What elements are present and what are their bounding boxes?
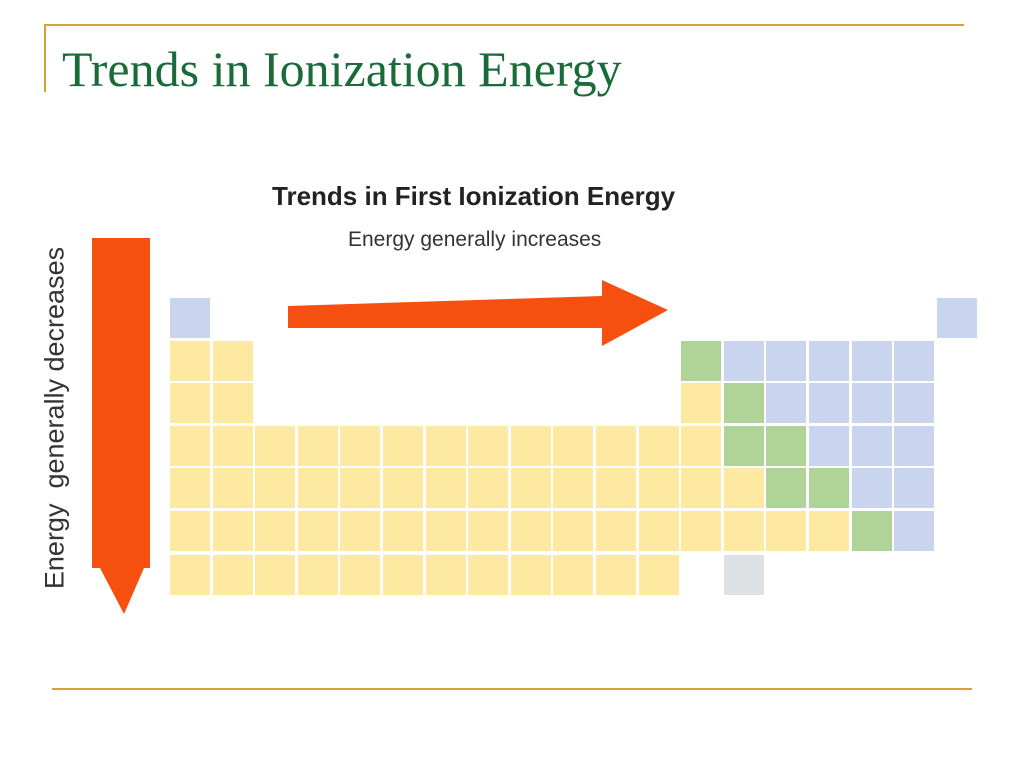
element-cell-yellow xyxy=(510,511,551,551)
figure-title: Trends in First Ionization Energy xyxy=(272,181,676,211)
element-cell-yellow xyxy=(638,511,679,551)
horizontal-trend-label: Energy generally increases xyxy=(348,228,602,251)
element-cell-blue xyxy=(851,425,892,466)
top-rule xyxy=(44,24,964,26)
element-cell-blue xyxy=(766,383,807,424)
element-cell-yellow xyxy=(681,511,722,551)
element-cell-blue xyxy=(851,383,892,424)
element-cell-yellow xyxy=(383,468,423,509)
element-cell-yellow xyxy=(340,511,381,551)
element-cell-yellow xyxy=(170,340,210,381)
element-cell-yellow xyxy=(553,511,594,551)
element-cell-yellow xyxy=(212,340,253,381)
element-cell-green xyxy=(723,383,764,424)
element-cell-blue xyxy=(809,340,849,381)
element-cell-yellow xyxy=(297,511,338,551)
element-cell-yellow xyxy=(809,511,849,551)
element-cell-blue xyxy=(851,340,892,381)
element-cell-yellow xyxy=(170,554,210,595)
element-cell-green xyxy=(723,425,764,466)
element-cell-blue xyxy=(851,468,892,509)
element-cell-yellow xyxy=(297,425,338,466)
element-cell-yellow xyxy=(596,554,636,595)
element-cell-yellow xyxy=(468,425,509,466)
element-cell-yellow xyxy=(212,383,253,424)
element-cell-gray xyxy=(723,554,764,595)
element-cell-blue xyxy=(894,511,935,551)
element-cell-yellow xyxy=(212,468,253,509)
left-rule xyxy=(44,24,46,92)
element-cell-yellow xyxy=(170,468,210,509)
element-cell-blue xyxy=(170,298,210,338)
element-cell-yellow xyxy=(510,554,551,595)
element-cell-yellow xyxy=(255,468,296,509)
element-cell-blue xyxy=(936,298,977,338)
element-cell-yellow xyxy=(766,511,807,551)
element-cell-yellow xyxy=(596,511,636,551)
element-cell-blue xyxy=(809,383,849,424)
element-cell-yellow xyxy=(425,554,466,595)
element-cell-yellow xyxy=(468,554,509,595)
element-cell-yellow xyxy=(255,425,296,466)
element-cell-yellow xyxy=(297,468,338,509)
element-cell-yellow xyxy=(212,425,253,466)
right-arrow-icon xyxy=(288,280,668,346)
element-cell-yellow xyxy=(255,554,296,595)
element-cell-green xyxy=(681,340,722,381)
element-cell-yellow xyxy=(170,425,210,466)
element-cell-green xyxy=(766,468,807,509)
element-cell-yellow xyxy=(425,425,466,466)
element-cell-yellow xyxy=(681,383,722,424)
element-cell-yellow xyxy=(212,554,253,595)
element-cell-yellow xyxy=(468,511,509,551)
element-cell-yellow xyxy=(510,425,551,466)
element-cell-yellow xyxy=(383,425,423,466)
element-cell-green xyxy=(851,511,892,551)
element-cell-blue xyxy=(894,383,935,424)
element-cell-yellow xyxy=(340,468,381,509)
element-cell-yellow xyxy=(638,468,679,509)
element-cell-yellow xyxy=(212,511,253,551)
element-cell-yellow xyxy=(297,554,338,595)
slide-title: Trends in Ionization Energy xyxy=(62,41,622,97)
down-arrow-icon xyxy=(92,238,150,614)
element-cell-yellow xyxy=(468,468,509,509)
element-cell-yellow xyxy=(425,468,466,509)
element-cell-yellow xyxy=(553,468,594,509)
element-cell-blue xyxy=(809,425,849,466)
element-cell-yellow xyxy=(425,511,466,551)
element-cell-blue xyxy=(894,425,935,466)
element-cell-blue xyxy=(766,340,807,381)
element-cell-yellow xyxy=(553,425,594,466)
bottom-rule xyxy=(52,688,972,690)
element-cell-yellow xyxy=(255,511,296,551)
element-cell-yellow xyxy=(383,554,423,595)
element-cell-green xyxy=(809,468,849,509)
element-cell-yellow xyxy=(681,468,722,509)
element-cell-yellow xyxy=(383,511,423,551)
element-cell-yellow xyxy=(553,554,594,595)
element-cell-blue xyxy=(723,340,764,381)
element-cell-yellow xyxy=(340,425,381,466)
element-cell-yellow xyxy=(723,511,764,551)
element-cell-yellow xyxy=(510,468,551,509)
element-cell-yellow xyxy=(170,511,210,551)
element-cell-yellow xyxy=(638,554,679,595)
element-cell-yellow xyxy=(723,468,764,509)
element-cell-yellow xyxy=(340,554,381,595)
element-cell-yellow xyxy=(681,425,722,466)
element-cell-yellow xyxy=(170,383,210,424)
element-cell-blue xyxy=(894,340,935,381)
element-cell-blue xyxy=(894,468,935,509)
element-cell-yellow xyxy=(638,425,679,466)
element-cell-green xyxy=(766,425,807,466)
element-cell-yellow xyxy=(596,468,636,509)
element-cell-yellow xyxy=(596,425,636,466)
